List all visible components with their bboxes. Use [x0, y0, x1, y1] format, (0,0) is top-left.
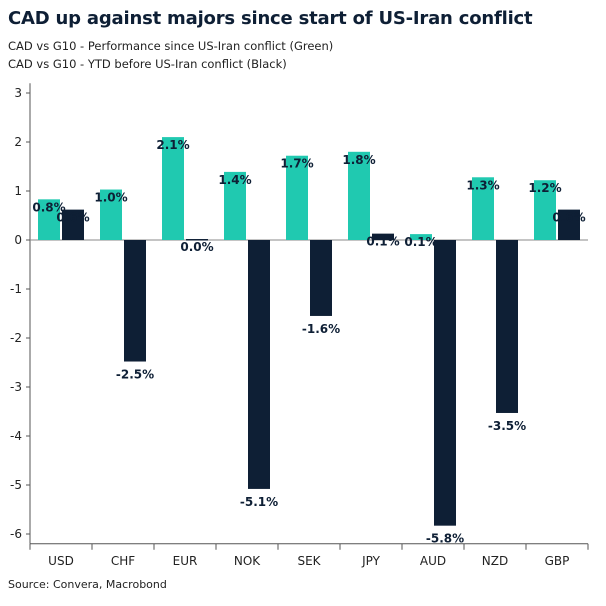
x-tick-label-jpy: JPY — [361, 554, 381, 568]
green-data-label-nzd: 1.3% — [466, 178, 499, 192]
chart-source: Source: Convera, Macrobond — [8, 578, 167, 591]
black-bar-sek — [310, 240, 332, 316]
y-tick-label: 3 — [14, 86, 22, 100]
y-tick-label: -4 — [10, 429, 22, 443]
x-tick-label-usd: USD — [48, 554, 74, 568]
green-data-label-nok: 1.4% — [218, 173, 251, 187]
black-data-label-nok: -5.1% — [240, 495, 278, 509]
black-data-label-gbp: 0.6% — [552, 211, 585, 225]
black-bar-nzd — [496, 240, 518, 413]
black-data-label-sek: -1.6% — [302, 322, 340, 336]
green-data-label-aud: 0.1% — [404, 235, 437, 249]
y-tick-label: -6 — [10, 527, 22, 541]
y-tick-label: 2 — [14, 135, 22, 149]
y-tick-label: -3 — [10, 380, 22, 394]
green-bar-jpy — [348, 151, 370, 240]
chart-subtitle-green: CAD vs G10 - Performance since US-Iran c… — [8, 39, 334, 53]
y-tick-label: -5 — [10, 478, 22, 492]
x-tick-label-sek: SEK — [297, 554, 321, 568]
green-bar-nok — [224, 171, 246, 240]
green-bar-aud — [410, 234, 432, 240]
black-bar-chf — [124, 240, 146, 362]
y-tick-label: 0 — [14, 233, 22, 247]
black-data-label-nzd: -3.5% — [488, 419, 526, 433]
green-data-label-eur: 2.1% — [156, 138, 189, 152]
green-bar-usd — [38, 199, 60, 240]
black-bar-eur — [186, 239, 208, 241]
green-data-label-sek: 1.7% — [280, 157, 313, 171]
black-bar-usd — [62, 209, 84, 240]
x-tick-label-nok: NOK — [234, 554, 261, 568]
chart-subtitle-black: CAD vs G10 - YTD before US-Iran conflict… — [8, 57, 287, 71]
black-bar-jpy — [372, 233, 394, 240]
black-bar-aud — [434, 240, 456, 526]
green-bar-nzd — [472, 177, 494, 240]
green-data-label-gbp: 1.2% — [528, 181, 561, 195]
x-tick-label-eur: EUR — [173, 554, 198, 568]
x-tick-label-chf: CHF — [111, 554, 135, 568]
chart-title: CAD up against majors since start of US-… — [8, 8, 533, 29]
green-data-label-jpy: 1.8% — [342, 153, 375, 167]
black-bar-gbp — [558, 209, 580, 240]
y-tick-label: -1 — [10, 282, 22, 296]
green-bar-eur — [162, 137, 184, 240]
black-data-label-usd: 0.6% — [56, 211, 89, 225]
black-data-label-jpy: 0.1% — [366, 235, 399, 249]
black-data-label-chf: -2.5% — [116, 368, 154, 382]
green-bar-sek — [286, 155, 308, 240]
y-tick-label: 1 — [14, 184, 22, 198]
black-bar-nok — [248, 240, 270, 489]
green-data-label-usd: 0.8% — [32, 200, 65, 214]
y-tick-label: -2 — [10, 331, 22, 345]
x-tick-label-nzd: NZD — [482, 554, 508, 568]
black-data-label-eur: 0.0% — [180, 240, 213, 254]
x-tick-label-aud: AUD — [420, 554, 446, 568]
green-data-label-chf: 1.0% — [94, 191, 127, 205]
green-bar-gbp — [534, 180, 556, 240]
x-tick-label-gbp: GBP — [545, 554, 570, 568]
green-bar-chf — [100, 189, 122, 240]
black-data-label-aud: -5.8% — [426, 532, 464, 546]
